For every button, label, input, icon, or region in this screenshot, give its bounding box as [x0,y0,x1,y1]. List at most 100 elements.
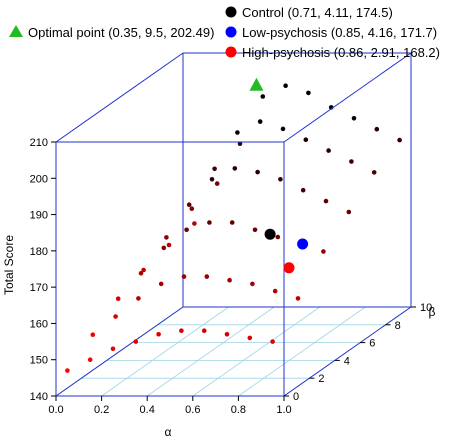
floor-grid-line [192,306,321,397]
surface-point [161,245,167,251]
box-edge [283,306,412,397]
surface-point [295,296,301,301]
surface-point [371,170,377,175]
surface-point [300,187,306,193]
surface-point [250,281,255,287]
box-edge [55,52,184,143]
x-tick-label: 0.0 [48,404,63,416]
surface-point [280,126,286,132]
surface-point [186,202,192,207]
surface-point [212,166,217,172]
surface-point [321,249,326,254]
axis-ticks: 0.0 0.2 0.4 0.6 0.8 1.00 2 4 6 8 10 140 150 160 170 180… [30,137,433,416]
legend-low-psychosis: Low-psychosis (0.85, 4.16, 171.7) [225,25,437,40]
surface-point [351,116,357,121]
x-axis-label: α [165,425,172,438]
legend-high-psychosis-label: High-psychosis (0.86, 2.91, 168.2) [242,45,440,60]
data-points [65,83,402,373]
surface-point [110,346,116,352]
surface-point [90,332,96,338]
surface-point [166,242,172,248]
floor-grid-line [146,306,275,397]
surface-point [133,339,139,344]
surface-point [275,234,281,240]
legend-control-marker [225,6,237,18]
surface-point [278,177,283,182]
box-back-edges [55,53,411,397]
z-tick-label: 160 [30,318,48,330]
legend-low-psychosis-label: Low-psychosis (0.85, 4.16, 171.7) [242,25,437,40]
surface-point [260,94,266,99]
surface-point [115,296,121,302]
surface-point [227,277,232,283]
y-tick-label: 8 [395,320,401,332]
y-tick-label: 0 [293,391,299,403]
surface-point [158,281,164,287]
surface-point [179,328,184,334]
legend-high-psychosis-marker [225,46,237,58]
surface-point [214,181,220,186]
floor-grid [55,306,412,397]
surface-point [204,274,210,279]
control-point [264,228,276,240]
surface-point [138,271,144,276]
surface-point [201,328,207,334]
legend-optimal-label: Optimal point (0.35, 9.5, 202.49) [28,25,214,40]
surface-point [224,332,230,337]
legend-optimal: Optimal point (0.35, 9.5, 202.49) [9,25,214,40]
surface-point [141,267,146,273]
surface-point [87,357,93,363]
floor-grid-line [101,306,229,397]
surface-point [374,126,380,132]
z-tick-label: 200 [30,173,48,185]
surface-point [272,288,278,294]
y-tick-label: 6 [369,338,375,350]
legend-low-psychosis-marker [225,26,237,38]
surface-point [252,227,258,233]
z-tick-label: 190 [30,210,48,222]
low-psychosis-point [297,238,309,250]
surface-point [397,137,402,143]
surface-point [65,368,70,373]
surface-point [207,220,212,225]
surface-point [184,227,189,233]
surface-point [229,220,235,225]
y-tick-label: 4 [344,355,350,367]
surface-point [270,339,275,344]
z-tick-label: 180 [30,246,48,258]
surface-point [209,177,215,182]
highlighted-points [249,77,309,274]
y-axis-label: β [429,305,436,319]
x-tick-label: 0.2 [94,404,109,416]
surface-point [235,130,240,135]
surface-point [346,209,352,215]
surface-point [247,335,253,341]
surface-point [113,314,118,319]
surface-point [323,198,329,204]
surface-point [257,119,263,124]
x-tick-label: 0.4 [140,404,155,416]
surface-point [306,90,311,96]
z-tick-label: 150 [30,355,48,367]
box-front-edges [55,52,412,397]
z-tick-label: 170 [30,282,48,294]
high-psychosis-point [283,262,295,274]
surface-point [181,274,187,279]
x-tick-label: 1.0 [276,404,291,416]
surface-point [283,83,288,88]
optimal-point-point [249,77,264,91]
legend-control-label: Control (0.71, 4.11, 174.5) [242,5,393,20]
surface-point [164,235,169,240]
surface-point [189,206,195,211]
surface-point [232,166,238,171]
legend-control: Control (0.71, 4.11, 174.5) [225,5,393,20]
surface-point [156,332,161,337]
y-tick-label: 10 [420,302,432,314]
legend-high-psychosis: High-psychosis (0.86, 2.91, 168.2) [225,45,440,60]
box-edge [55,306,184,397]
floor-grid-line [238,306,366,397]
surface-point [136,296,141,301]
x-tick-label: 0.8 [231,404,246,416]
